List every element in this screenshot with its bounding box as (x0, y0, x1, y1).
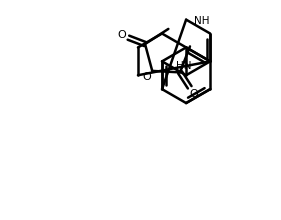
Text: HN: HN (176, 61, 192, 71)
Text: O: O (143, 72, 151, 82)
Text: NH: NH (194, 16, 209, 26)
Text: O: O (189, 89, 198, 99)
Text: O: O (117, 30, 126, 40)
